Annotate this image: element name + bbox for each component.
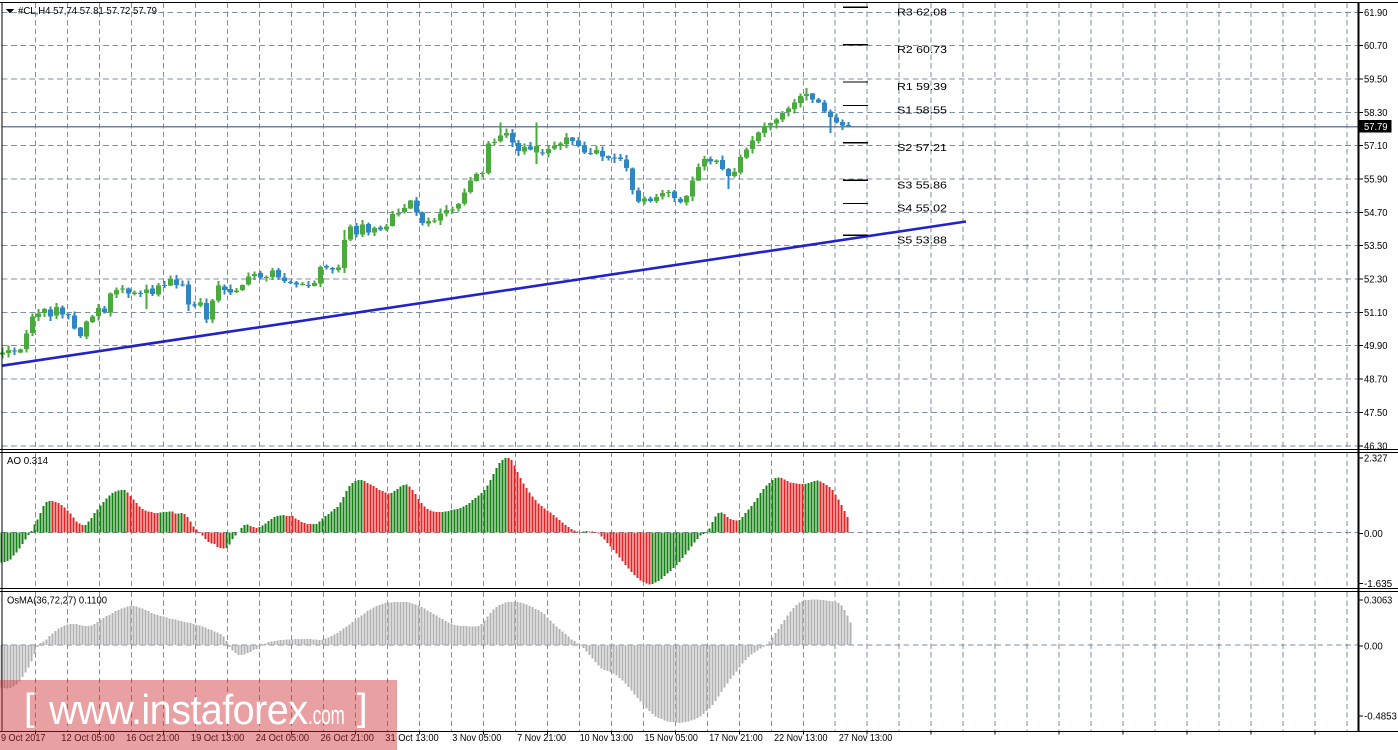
svg-text:22 Nov 13:00: 22 Nov 13:00 — [774, 733, 828, 744]
svg-text:60.70: 60.70 — [1364, 41, 1388, 52]
svg-text:10 Nov 13:00: 10 Nov 13:00 — [580, 733, 634, 744]
svg-text:52.30: 52.30 — [1364, 275, 1388, 286]
svg-text:12 Oct 05:00: 12 Oct 05:00 — [61, 733, 115, 744]
svg-text:0.3063: 0.3063 — [1364, 596, 1393, 607]
svg-text:57.10: 57.10 — [1364, 141, 1388, 152]
svg-text:46.30: 46.30 — [1364, 441, 1388, 452]
svg-text:3 Nov 05:00: 3 Nov 05:00 — [452, 733, 501, 744]
svg-text:S4 55.02: S4 55.02 — [897, 203, 947, 215]
svg-text:17 Nov 21:00: 17 Nov 21:00 — [709, 733, 763, 744]
svg-text:61.90: 61.90 — [1364, 8, 1388, 19]
svg-text:S5 53.88: S5 53.88 — [897, 234, 947, 246]
svg-text:24 Oct 05:00: 24 Oct 05:00 — [256, 733, 310, 744]
svg-text:S1 58.55: S1 58.55 — [897, 105, 947, 117]
svg-text:S2 57.21: S2 57.21 — [897, 142, 947, 154]
svg-text:2.327: 2.327 — [1364, 454, 1388, 465]
svg-text:R2 60.73: R2 60.73 — [897, 44, 947, 56]
svg-text:#CL,H4 57,74 57.81 57.72 57.79: #CL,H4 57,74 57.81 57.72 57.79 — [18, 5, 157, 17]
svg-text:19 Oct 13:00: 19 Oct 13:00 — [191, 733, 245, 744]
svg-text:16 Oct 21:00: 16 Oct 21:00 — [126, 733, 180, 744]
svg-text:R3 62.08: R3 62.08 — [897, 7, 947, 19]
svg-text:26 Oct 21:00: 26 Oct 21:00 — [321, 733, 375, 744]
svg-text:R1 59.39: R1 59.39 — [897, 81, 947, 93]
svg-text:-0.4853: -0.4853 — [1364, 712, 1397, 723]
svg-text:51.10: 51.10 — [1364, 308, 1388, 319]
svg-text:48.70: 48.70 — [1364, 375, 1388, 386]
svg-text:55.90: 55.90 — [1364, 175, 1388, 186]
svg-text:49.90: 49.90 — [1364, 341, 1388, 352]
svg-text:0.00: 0.00 — [1364, 642, 1383, 653]
svg-text:OsMA(36,72,27) 0.1100: OsMA(36,72,27) 0.1100 — [7, 595, 107, 607]
svg-text:27 Nov 13:00: 27 Nov 13:00 — [839, 733, 893, 744]
svg-text:59.50: 59.50 — [1364, 75, 1388, 86]
svg-text:54.70: 54.70 — [1364, 208, 1388, 219]
svg-text:47.50: 47.50 — [1364, 408, 1388, 419]
svg-text:58.30: 58.30 — [1364, 108, 1388, 119]
svg-text:7 Nov 21:00: 7 Nov 21:00 — [517, 733, 566, 744]
svg-text:53.50: 53.50 — [1364, 241, 1388, 252]
svg-text:57.79: 57.79 — [1364, 122, 1388, 133]
svg-text:S3 55.86: S3 55.86 — [897, 179, 947, 191]
svg-text:-1.635: -1.635 — [1364, 579, 1393, 590]
svg-text:0.00: 0.00 — [1364, 529, 1383, 540]
svg-text:9 Oct 2017: 9 Oct 2017 — [1, 733, 46, 744]
svg-text:AO 0.314: AO 0.314 — [7, 455, 48, 467]
svg-text:15 Nov 05:00: 15 Nov 05:00 — [645, 733, 699, 744]
svg-text:31 Oct 13:00: 31 Oct 13:00 — [385, 733, 439, 744]
